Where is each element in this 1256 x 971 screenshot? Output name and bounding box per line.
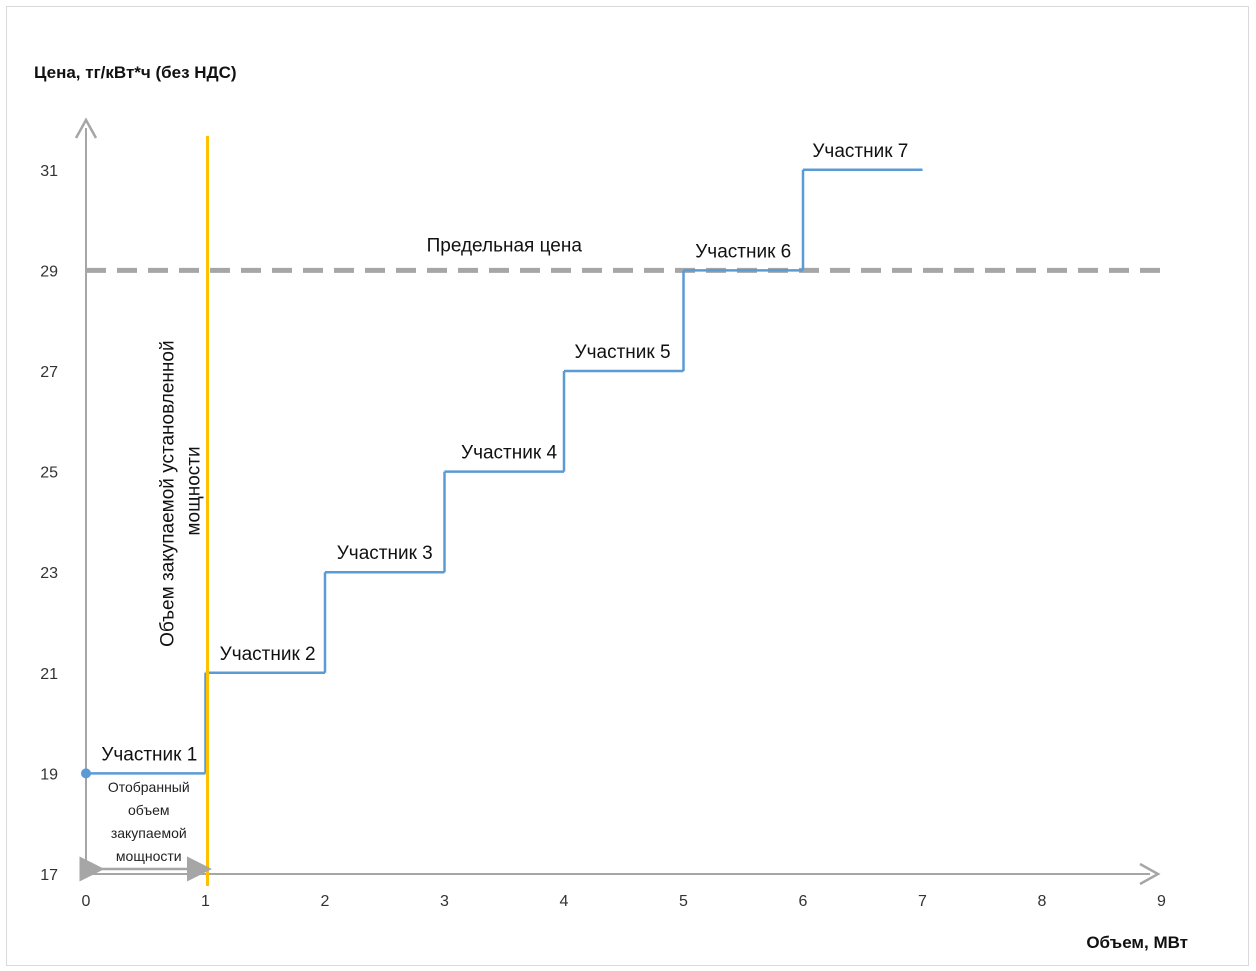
y-tick-label-27: 27 (40, 364, 58, 381)
y-tick-label-19: 19 (40, 766, 58, 783)
x-tick-label-2: 2 (321, 893, 330, 910)
participant-label-5: Участник 5 (575, 342, 671, 363)
step-series (86, 168, 923, 775)
selected-volume-label-line-2: объем (128, 802, 170, 818)
x-tick-label-5: 5 (679, 893, 688, 910)
x-tick-labels: 0 1 2 3 4 5 6 7 8 9 (82, 893, 1167, 910)
y-tick-label-23: 23 (40, 565, 58, 582)
y-tick-labels: 17 19 21 23 25 27 29 31 (40, 163, 58, 884)
capacity-label-line-1: Объем закупаемой установленной (158, 340, 179, 646)
participant-label-3: Участник 3 (337, 543, 433, 564)
y-tick-label-17: 17 (40, 867, 58, 884)
capacity-label-line-2: мощности (184, 446, 205, 535)
participant-label-4: Участник 4 (461, 443, 557, 464)
series-start-point (81, 768, 91, 779)
x-tick-label-8: 8 (1038, 893, 1047, 910)
selected-volume-label-line-3: закупаемой (111, 825, 187, 841)
x-axis-arrow (1139, 862, 1161, 886)
chart-frame (6, 6, 1249, 966)
x-tick-label-4: 4 (560, 893, 569, 910)
x-tick-label-1: 1 (201, 893, 210, 910)
limit-price-label: Предельная цена (427, 235, 583, 256)
y-tick-label-31: 31 (40, 163, 58, 180)
selected-volume-label: Отобранный объем закупаемой мощности (108, 779, 190, 864)
x-tick-label-9: 9 (1157, 893, 1166, 910)
x-axis-title: Объем, МВт (1086, 933, 1188, 952)
participant-label-2: Участник 2 (220, 644, 316, 665)
y-axis-arrow (74, 117, 98, 139)
y-tick-label-25: 25 (40, 465, 58, 482)
participant-label-7: Участник 7 (812, 141, 908, 162)
participant-label-6: Участник 6 (695, 241, 791, 262)
y-axis-title: Цена, тг/кВт*ч (без НДС) (34, 63, 237, 82)
selected-volume-label-line-4: мощности (116, 848, 182, 864)
x-tick-label-7: 7 (918, 893, 927, 910)
participant-label-1: Участник 1 (101, 744, 197, 765)
y-tick-label-21: 21 (40, 666, 58, 683)
participant-labels: Участник 1 Участник 2 Участник 3 Участник 4… (101, 141, 908, 766)
x-tick-label-0: 0 (82, 893, 91, 910)
selected-volume-label-line-1: Отобранный (108, 779, 190, 795)
x-tick-label-6: 6 (799, 893, 808, 910)
x-tick-label-3: 3 (440, 893, 449, 910)
capacity-volume-label: Объем закупаемой установленной мощности (158, 335, 205, 647)
y-tick-label-29: 29 (40, 263, 58, 280)
